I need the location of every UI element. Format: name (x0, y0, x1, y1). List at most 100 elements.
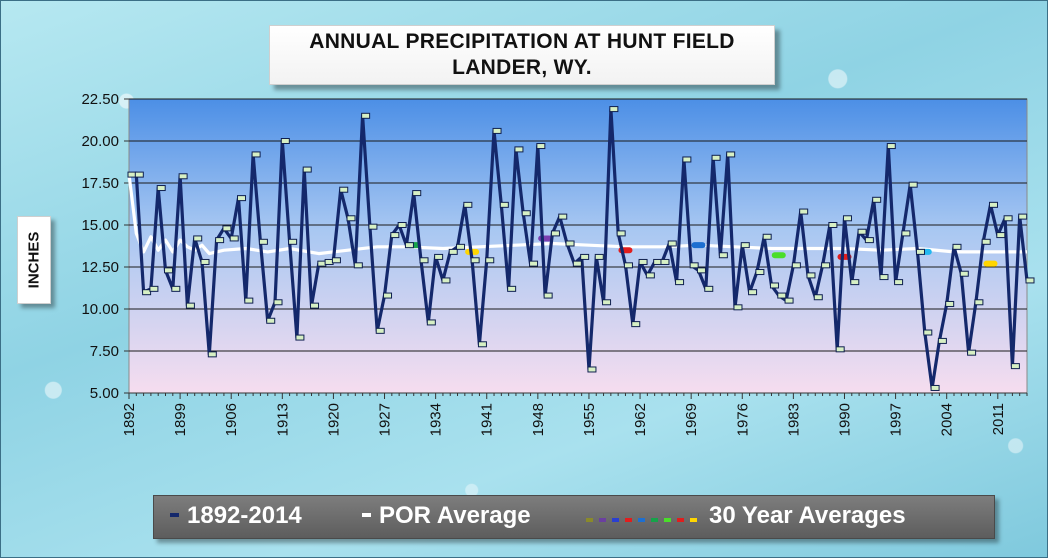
legend-label-annual: 1892-2014 (187, 502, 302, 529)
y-axis-label-box: INCHES (17, 216, 51, 304)
legend-item-30yr: 30 Year Averages (586, 502, 906, 531)
data-point-annual (164, 267, 174, 274)
data-point-annual (448, 248, 458, 255)
data-point-annual (967, 349, 977, 356)
data-point-annual (543, 292, 553, 299)
data-point-annual (842, 215, 852, 222)
data-point-annual (499, 201, 509, 208)
data-point-annual (477, 341, 487, 348)
legend-dash (677, 517, 684, 522)
data-point-annual (748, 289, 758, 296)
chart-title-box: ANNUAL PRECIPITATION AT HUNT FIELD LANDE… (269, 25, 775, 85)
data-point-annual (229, 235, 239, 242)
data-point-annual (996, 232, 1006, 239)
y-tick-label: 17.50 (81, 175, 119, 192)
x-tick-label: 1955 (581, 403, 598, 436)
data-point-annual (901, 230, 911, 237)
x-tick-label: 1941 (479, 403, 496, 436)
data-point-annual (207, 351, 217, 358)
thirty-year-average-marker (691, 242, 706, 249)
data-point-annual (361, 112, 371, 119)
legend-dash (612, 517, 619, 522)
data-point-annual (200, 258, 210, 265)
data-point-annual (288, 238, 298, 245)
data-point-annual (755, 269, 765, 276)
data-point-annual (572, 260, 582, 267)
y-tick-label: 15.00 (81, 217, 119, 234)
data-point-annual (791, 262, 801, 269)
data-point-annual (915, 248, 925, 255)
data-point-annual (237, 195, 247, 202)
legend-item-annual: 1892-2014 (170, 502, 302, 530)
data-point-annual (594, 253, 604, 260)
data-point-annual (623, 262, 633, 269)
data-point-annual (740, 242, 750, 249)
data-point-annual (828, 222, 838, 228)
data-point-annual (412, 190, 422, 197)
data-point-annual (602, 299, 612, 306)
x-tick-label: 1990 (836, 403, 853, 436)
data-point-annual (1018, 213, 1028, 220)
data-point-annual (653, 258, 663, 265)
series-line-annual (129, 107, 1029, 390)
x-tick-label: 1920 (325, 403, 342, 436)
y-tick-label: 10.00 (81, 301, 119, 318)
data-point-annual (1010, 363, 1020, 370)
legend-swatch-por (362, 512, 371, 517)
data-point-annual (580, 253, 590, 260)
data-point-annual (426, 319, 436, 326)
data-point-annual (441, 277, 451, 284)
data-point-annual (375, 327, 385, 334)
data-point-annual (302, 166, 312, 173)
data-point-annual (784, 297, 794, 304)
legend-dash (638, 517, 645, 522)
data-point-annual (251, 151, 261, 158)
data-point-annual (682, 156, 692, 163)
data-point-annual (149, 285, 159, 292)
data-point-annual (404, 242, 414, 249)
data-point-annual (558, 213, 568, 220)
data-point-annual (835, 346, 845, 353)
data-point-annual (689, 262, 699, 269)
data-point-annual (923, 329, 933, 336)
data-point-annual (675, 279, 685, 286)
data-point-annual (879, 274, 889, 281)
y-tick-label: 22.50 (81, 91, 119, 108)
legend-item-por: POR Average (362, 502, 531, 530)
data-point-annual (550, 230, 560, 237)
data-point-annual (1025, 277, 1035, 284)
data-point-annual (660, 258, 670, 265)
y-tick-label: 7.50 (90, 343, 119, 360)
data-point-annual (886, 143, 896, 150)
data-point-annual (266, 317, 276, 324)
data-point-annual (419, 257, 429, 264)
data-point-annual (937, 337, 947, 344)
data-point-annual (762, 233, 772, 240)
x-tick-label: 1976 (734, 403, 751, 436)
y-tick-label: 12.50 (81, 259, 119, 276)
x-tick-label: 1899 (172, 403, 189, 436)
data-point-annual (156, 185, 166, 192)
data-point-annual (434, 253, 444, 260)
data-point-annual (134, 171, 144, 178)
data-point-annual (872, 196, 882, 203)
x-tick-label: 2011 (990, 403, 1007, 435)
data-point-annual (565, 240, 575, 247)
legend-dash (651, 517, 658, 522)
data-point-annual (142, 289, 152, 296)
legend-dash (586, 517, 593, 522)
data-point-annual (777, 292, 787, 299)
legend-dash (664, 517, 671, 522)
chart-subtitle: LANDER, WY. (452, 56, 592, 79)
data-point-annual (390, 232, 400, 239)
data-point-annual (769, 282, 779, 289)
data-point-annual (529, 260, 539, 267)
x-tick-label: 1913 (274, 403, 291, 436)
data-point-annual (857, 228, 867, 235)
data-point-annual (813, 294, 823, 301)
data-point-annual (959, 270, 969, 277)
chart-title: ANNUAL PRECIPITATION AT HUNT FIELD (309, 30, 735, 53)
series-line-por-average (127, 174, 1027, 256)
